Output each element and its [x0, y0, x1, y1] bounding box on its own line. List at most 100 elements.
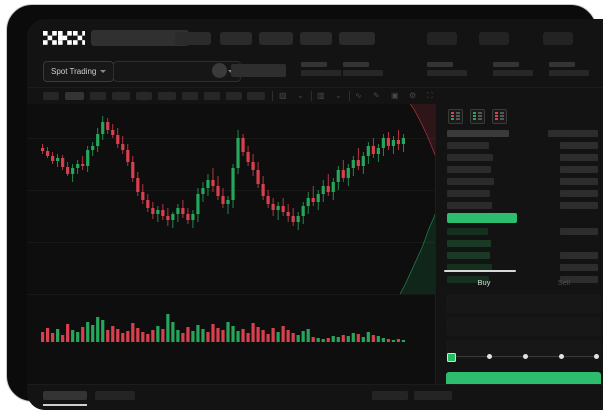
interval-6[interactable]	[182, 92, 198, 100]
device-frame: Spot Trading	[6, 4, 603, 410]
order-book-ask-row[interactable]	[436, 176, 603, 188]
chart-toolbar: ▨ ⌄ ▥ ⌄ ∿ ✎ ▣ ⚙ ⛶	[27, 87, 603, 104]
order-price-cell	[447, 264, 492, 271]
pencil-icon[interactable]: ✎	[373, 91, 380, 100]
stat-high	[343, 62, 383, 76]
nav-item-7[interactable]	[543, 32, 573, 45]
order-form-tabs: Buy Sell	[444, 270, 603, 287]
slider-stop-75[interactable]	[559, 353, 564, 359]
price-field[interactable]	[446, 294, 601, 313]
nav-item-0[interactable]	[175, 32, 211, 45]
price-chart[interactable]	[27, 104, 448, 384]
order-price-cell	[447, 190, 490, 197]
okx-logo-icon[interactable]	[43, 31, 85, 45]
global-search-input[interactable]	[91, 30, 189, 46]
trading-mode-select[interactable]: Spot Trading	[43, 61, 115, 82]
chevron-down-icon[interactable]: ⌄	[335, 91, 342, 100]
submit-buy-button[interactable]	[446, 372, 601, 386]
order-price-cell	[447, 130, 509, 137]
order-price-cell	[447, 154, 493, 161]
bottom-tab-0[interactable]	[43, 391, 87, 400]
order-book-bid-row[interactable]	[436, 238, 603, 250]
order-price-cell	[447, 276, 489, 283]
order-book-ask-row[interactable]	[436, 140, 603, 152]
order-amount-cell	[560, 228, 598, 235]
order-book-ask-row[interactable]	[436, 152, 603, 164]
order-book-bid-row[interactable]	[436, 250, 603, 262]
stat-volume	[493, 62, 533, 76]
slider-stop-100[interactable]	[594, 353, 599, 359]
order-book-ask-row[interactable]	[436, 164, 603, 176]
stat-value	[549, 70, 589, 76]
bottom-action-1[interactable]	[414, 391, 452, 400]
order-amount-cell	[560, 264, 598, 271]
interval-9[interactable]	[247, 92, 265, 100]
top-navigation-bar	[27, 19, 603, 57]
order-book-bid-row[interactable]	[436, 226, 603, 238]
order-price-cell	[447, 252, 490, 259]
candlestick-series	[41, 116, 405, 230]
interval-7[interactable]	[204, 92, 220, 100]
indicator-icon[interactable]: ▥	[317, 91, 325, 100]
order-book-spread-row[interactable]	[436, 212, 603, 226]
interval-8[interactable]	[226, 92, 242, 100]
slider-stop-50[interactable]	[523, 353, 528, 359]
fullscreen-icon[interactable]: ⛶	[427, 91, 433, 100]
order-price-cell	[447, 213, 517, 223]
chevron-down-icon[interactable]: ⌄	[297, 91, 304, 100]
order-price-cell	[447, 166, 491, 173]
order-book-bid-row[interactable]	[436, 274, 603, 286]
nav-item-4[interactable]	[339, 32, 375, 45]
order-amount-cell	[560, 154, 598, 161]
interval-2[interactable]	[90, 92, 106, 100]
interval-0[interactable]	[43, 92, 59, 100]
stat-label	[427, 62, 453, 67]
order-price-cell	[447, 142, 489, 149]
order-book-rows[interactable]	[436, 128, 603, 286]
order-book-ask-row[interactable]	[436, 188, 603, 200]
orderbook-asks-icon[interactable]	[492, 109, 507, 124]
stat-low	[427, 62, 467, 76]
stat-label	[343, 62, 369, 67]
nav-item-6[interactable]	[479, 32, 509, 45]
order-amount-cell	[560, 178, 598, 185]
slider-handle[interactable]	[447, 352, 456, 362]
volume-series	[41, 314, 405, 342]
line-chart-icon[interactable]: ∿	[355, 91, 362, 100]
order-price-cell	[447, 228, 488, 235]
order-amount-cell	[560, 252, 598, 259]
main-area: Buy Sell	[27, 104, 603, 386]
stat-label	[493, 62, 519, 67]
bottom-panel	[27, 384, 603, 410]
nav-item-2[interactable]	[259, 32, 293, 45]
interval-5[interactable]	[158, 92, 176, 100]
interval-1[interactable]	[65, 92, 84, 100]
settings-gear-icon[interactable]: ⚙	[409, 91, 417, 100]
active-tab-underline	[444, 270, 516, 272]
nav-item-5[interactable]	[427, 32, 457, 45]
bottom-action-0[interactable]	[372, 391, 408, 400]
tab-sell[interactable]: Sell	[557, 278, 571, 287]
candle-type-icon[interactable]: ▨	[279, 91, 287, 100]
interval-3[interactable]	[112, 92, 130, 100]
amount-field[interactable]	[446, 317, 601, 336]
stat-label	[301, 62, 327, 67]
orderbook-both-icon[interactable]	[448, 109, 463, 124]
interval-4[interactable]	[136, 92, 152, 100]
nav-item-1[interactable]	[220, 32, 252, 45]
nav-item-3[interactable]	[300, 32, 332, 45]
order-book-bid-row[interactable]	[436, 262, 603, 274]
order-amount-cell	[560, 202, 598, 209]
orderbook-bids-icon[interactable]	[470, 109, 485, 124]
order-price-cell	[447, 202, 492, 209]
stat-value	[301, 70, 341, 76]
tab-buy[interactable]: Buy	[477, 278, 491, 287]
coin-avatar-icon	[212, 63, 227, 78]
trading-mode-label: Spot Trading	[51, 67, 97, 76]
amount-percent-slider[interactable]	[447, 352, 599, 362]
bottom-tab-1[interactable]	[95, 391, 135, 400]
order-book-ask-row[interactable]	[436, 200, 603, 212]
order-book-header-row[interactable]	[436, 128, 603, 140]
camera-icon[interactable]: ▣	[391, 91, 399, 100]
slider-stop-25[interactable]	[487, 353, 492, 359]
